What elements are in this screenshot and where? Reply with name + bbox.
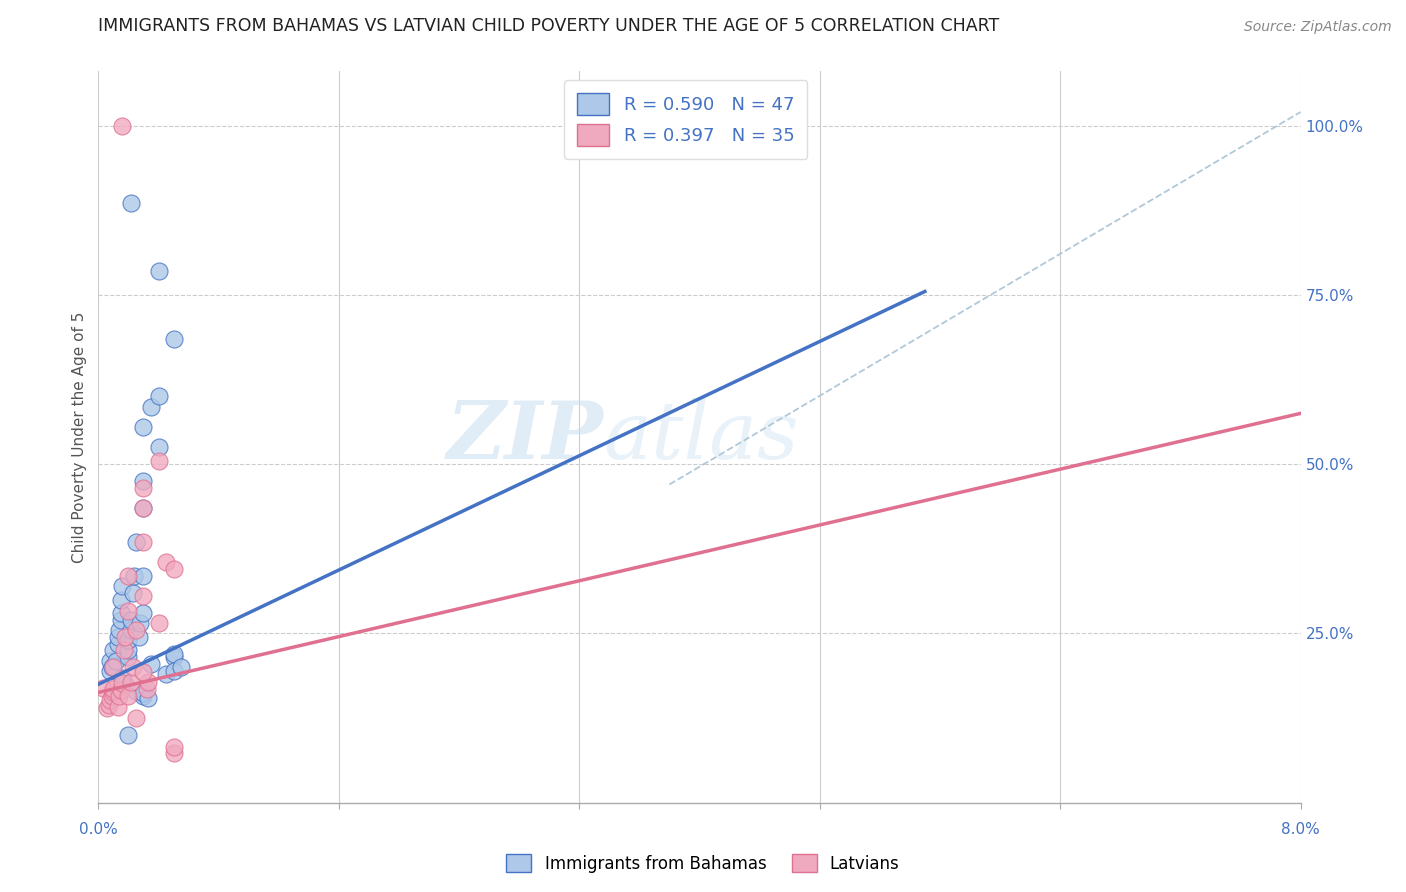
Point: [132, 535, 155, 549]
Point: [148, 440, 170, 454]
Point: [132, 569, 155, 583]
Point: [121, 623, 143, 637]
Point: [129, 616, 152, 631]
Point: [128, 630, 150, 644]
Point: [101, 660, 124, 674]
Point: [132, 481, 155, 495]
Point: [121, 613, 143, 627]
Y-axis label: Child Poverty Under the Age of 5: Child Poverty Under the Age of 5: [72, 311, 87, 563]
Point: [110, 606, 132, 620]
Point: [103, 660, 125, 674]
Point: [132, 420, 155, 434]
Legend: R = 0.590   N = 47, R = 0.397   N = 35: R = 0.590 N = 47, R = 0.397 N = 35: [564, 80, 807, 159]
Point: [132, 686, 155, 700]
Point: [117, 643, 139, 657]
Point: [125, 711, 148, 725]
Text: ZIP: ZIP: [447, 399, 603, 475]
Point: [786, 119, 808, 133]
Point: [111, 119, 134, 133]
Point: [121, 675, 143, 690]
Point: [162, 562, 184, 576]
Point: [107, 699, 129, 714]
Point: [103, 685, 125, 699]
Point: [117, 650, 139, 665]
Point: [100, 654, 122, 668]
Point: [155, 555, 177, 569]
Point: [124, 569, 146, 583]
Point: [91, 681, 114, 695]
Point: [162, 332, 184, 346]
Point: [111, 579, 134, 593]
Point: [112, 643, 135, 657]
Point: [108, 623, 131, 637]
Point: [103, 681, 125, 696]
Point: [110, 592, 132, 607]
Point: [170, 660, 193, 674]
Point: [148, 389, 170, 403]
Text: 8.0%: 8.0%: [1281, 822, 1320, 837]
Point: [132, 606, 155, 620]
Point: [125, 684, 148, 698]
Point: [132, 474, 155, 488]
Point: [105, 654, 128, 668]
Point: [110, 682, 132, 697]
Point: [148, 616, 170, 631]
Text: Source: ZipAtlas.com: Source: ZipAtlas.com: [1244, 21, 1392, 34]
Point: [139, 400, 162, 414]
Point: [162, 747, 184, 761]
Point: [122, 660, 145, 674]
Point: [107, 630, 129, 644]
Point: [117, 689, 139, 703]
Point: [103, 643, 125, 657]
Point: [136, 690, 159, 705]
Point: [100, 664, 122, 678]
Point: [108, 690, 131, 704]
Point: [136, 675, 159, 690]
Text: IMMIGRANTS FROM BAHAMAS VS LATVIAN CHILD POVERTY UNDER THE AGE OF 5 CORRELATION : IMMIGRANTS FROM BAHAMAS VS LATVIAN CHILD…: [98, 17, 1000, 35]
Point: [148, 454, 170, 468]
Point: [162, 740, 184, 755]
Point: [139, 657, 162, 671]
Legend: Immigrants from Bahamas, Latvians: Immigrants from Bahamas, Latvians: [499, 847, 907, 880]
Point: [132, 665, 155, 679]
Point: [101, 690, 124, 704]
Point: [162, 647, 184, 661]
Point: [114, 677, 136, 691]
Point: [117, 728, 139, 742]
Point: [110, 613, 132, 627]
Point: [122, 586, 145, 600]
Point: [114, 630, 136, 644]
Point: [97, 698, 120, 712]
Point: [132, 589, 155, 603]
Point: [107, 637, 129, 651]
Point: [125, 623, 148, 637]
Point: [111, 671, 134, 685]
Text: 0.0%: 0.0%: [79, 822, 118, 837]
Point: [121, 196, 143, 211]
Point: [117, 569, 139, 583]
Point: [111, 676, 134, 690]
Point: [96, 701, 118, 715]
Point: [132, 501, 155, 516]
Point: [135, 681, 157, 696]
Point: [162, 664, 184, 678]
Point: [155, 667, 177, 681]
Point: [117, 604, 139, 618]
Point: [162, 650, 184, 665]
Point: [125, 535, 148, 549]
Point: [132, 689, 155, 703]
Text: atlas: atlas: [603, 399, 799, 475]
Point: [100, 693, 122, 707]
Point: [117, 633, 139, 648]
Point: [132, 501, 155, 516]
Point: [148, 264, 170, 278]
